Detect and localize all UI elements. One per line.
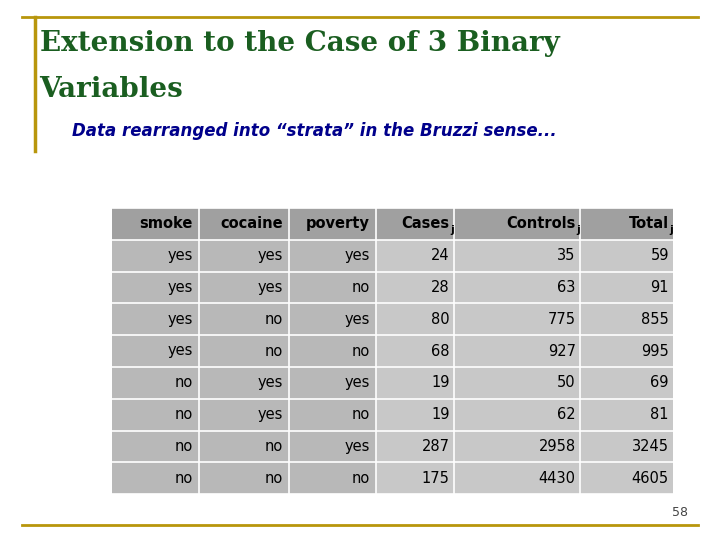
Text: no: no <box>352 280 370 295</box>
Text: j: j <box>577 225 580 234</box>
Text: j: j <box>670 225 673 234</box>
Text: yes: yes <box>345 248 370 263</box>
Text: 28: 28 <box>431 280 450 295</box>
Text: 63: 63 <box>557 280 576 295</box>
Bar <box>112 462 376 494</box>
Text: 855: 855 <box>641 312 669 327</box>
Text: 80: 80 <box>431 312 450 327</box>
Text: 68: 68 <box>431 343 450 359</box>
Text: 19: 19 <box>431 375 450 390</box>
Text: Controls: Controls <box>506 217 576 231</box>
Bar <box>376 399 673 430</box>
Text: no: no <box>352 407 370 422</box>
Text: 35: 35 <box>557 248 576 263</box>
Text: no: no <box>175 439 193 454</box>
Text: yes: yes <box>258 407 283 422</box>
Bar <box>376 430 673 462</box>
Text: yes: yes <box>168 312 193 327</box>
Text: Cases: Cases <box>402 217 450 231</box>
Bar <box>112 303 376 335</box>
Text: no: no <box>265 439 283 454</box>
Text: 24: 24 <box>431 248 450 263</box>
Text: 3245: 3245 <box>632 439 669 454</box>
Text: 775: 775 <box>548 312 576 327</box>
Text: 62: 62 <box>557 407 576 422</box>
Text: no: no <box>265 471 283 485</box>
Text: Extension to the Case of 3 Binary: Extension to the Case of 3 Binary <box>40 30 559 57</box>
Text: Variables: Variables <box>40 76 184 103</box>
Text: no: no <box>175 407 193 422</box>
Text: yes: yes <box>258 375 283 390</box>
Text: yes: yes <box>168 248 193 263</box>
Bar <box>112 240 376 272</box>
Bar <box>376 367 673 399</box>
Text: smoke: smoke <box>140 217 193 231</box>
Bar <box>112 208 673 240</box>
Text: poverty: poverty <box>306 217 370 231</box>
Text: 91: 91 <box>650 280 669 295</box>
Text: 19: 19 <box>431 407 450 422</box>
Bar <box>376 335 673 367</box>
Bar <box>112 272 376 303</box>
Text: 2958: 2958 <box>539 439 576 454</box>
Text: no: no <box>265 312 283 327</box>
Bar <box>376 272 673 303</box>
Bar <box>112 430 376 462</box>
Text: yes: yes <box>345 375 370 390</box>
Text: 69: 69 <box>650 375 669 390</box>
Text: no: no <box>175 375 193 390</box>
Text: 59: 59 <box>650 248 669 263</box>
Text: cocaine: cocaine <box>220 217 283 231</box>
Text: 287: 287 <box>422 439 450 454</box>
Text: j: j <box>451 225 454 234</box>
Text: 50: 50 <box>557 375 576 390</box>
Bar <box>376 240 673 272</box>
Text: yes: yes <box>258 280 283 295</box>
Text: no: no <box>265 343 283 359</box>
Text: 4605: 4605 <box>631 471 669 485</box>
Text: 4430: 4430 <box>539 471 576 485</box>
Text: no: no <box>352 471 370 485</box>
Bar <box>112 335 376 367</box>
Text: 58: 58 <box>672 507 688 519</box>
Bar <box>376 462 673 494</box>
Text: 995: 995 <box>641 343 669 359</box>
Text: 175: 175 <box>422 471 450 485</box>
Text: 81: 81 <box>650 407 669 422</box>
Bar <box>112 367 376 399</box>
Text: 927: 927 <box>548 343 576 359</box>
Text: yes: yes <box>345 439 370 454</box>
Text: no: no <box>352 343 370 359</box>
Text: yes: yes <box>168 343 193 359</box>
Text: yes: yes <box>168 280 193 295</box>
Text: Data rearranged into “strata” in the Bruzzi sense...: Data rearranged into “strata” in the Bru… <box>72 122 557 139</box>
Text: no: no <box>175 471 193 485</box>
Text: yes: yes <box>345 312 370 327</box>
Text: Total: Total <box>629 217 669 231</box>
Bar <box>376 303 673 335</box>
Bar <box>112 399 376 430</box>
Text: yes: yes <box>258 248 283 263</box>
